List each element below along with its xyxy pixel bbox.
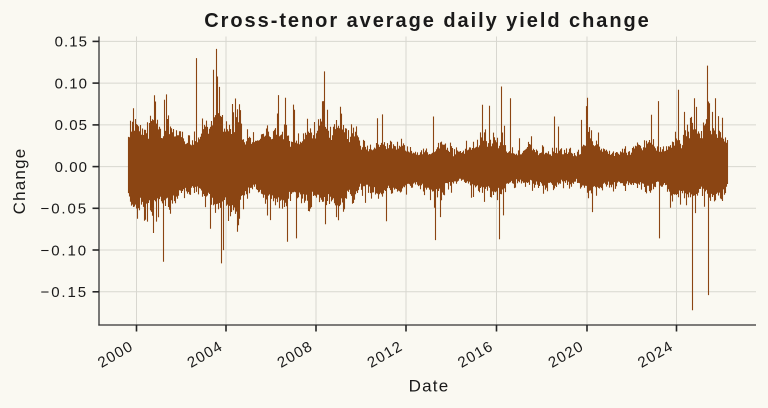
svg-text:0.05: 0.05 xyxy=(55,117,88,134)
svg-text:−0.05: −0.05 xyxy=(41,201,88,218)
svg-text:0.00: 0.00 xyxy=(55,159,88,176)
svg-text:Date: Date xyxy=(409,377,450,396)
svg-text:0.15: 0.15 xyxy=(55,34,88,51)
svg-text:−0.10: −0.10 xyxy=(41,242,88,259)
svg-text:Change: Change xyxy=(10,148,29,215)
svg-text:Cross-tenor average daily yiel: Cross-tenor average daily yield change xyxy=(204,10,650,32)
svg-text:−0.15: −0.15 xyxy=(41,284,88,301)
svg-text:0.10: 0.10 xyxy=(55,75,88,92)
